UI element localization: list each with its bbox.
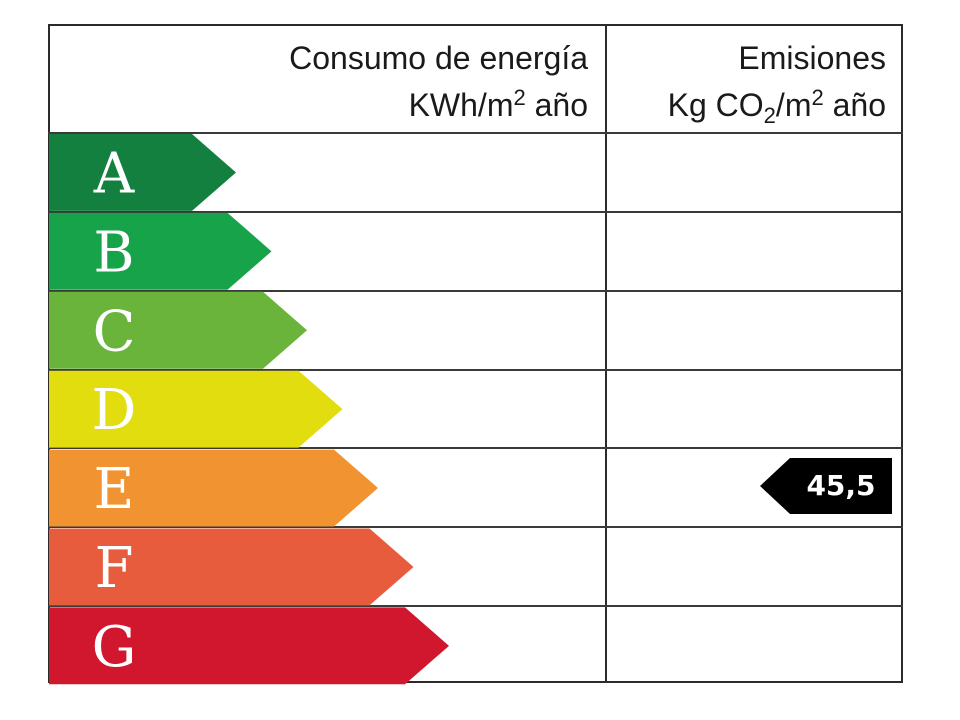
rating-arrow-e	[49, 449, 378, 527]
rating-letter-c: C	[93, 299, 136, 364]
row-divider	[48, 211, 903, 213]
rating-letter-d: D	[92, 378, 137, 443]
row-divider	[48, 447, 903, 449]
emissions-rating-marker: 45,5	[760, 458, 892, 514]
row-divider	[48, 526, 903, 528]
energy-header-unit: KWh/m2 año	[408, 85, 588, 123]
rating-letter-e: E	[94, 457, 135, 522]
emissions-header-unit: Kg CO2/m2 año	[667, 85, 886, 128]
rating-letter-f: F	[95, 536, 134, 601]
rating-letter-g: G	[92, 615, 137, 680]
rating-arrow-b	[49, 212, 272, 290]
emissions-header-title: Emisiones	[738, 40, 886, 76]
column-divider	[605, 24, 607, 683]
row-divider	[48, 132, 903, 134]
rating-arrow-f	[49, 528, 414, 606]
rating-arrow-c	[49, 291, 307, 369]
row-divider	[48, 605, 903, 607]
rating-arrow-a	[49, 134, 236, 211]
rating-letter-b: B	[93, 220, 134, 285]
row-divider	[48, 290, 903, 292]
marker-arrow	[760, 458, 892, 514]
marker-value: 45,5	[806, 469, 876, 502]
rating-arrow-g	[49, 607, 449, 685]
rating-arrow-d	[49, 370, 343, 448]
energy-header-title: Consumo de energía	[289, 40, 588, 76]
energy-column-header: Consumo de energía KWh/m2 año	[289, 38, 588, 125]
emissions-column-header: Emisiones Kg CO2/m2 año	[668, 38, 886, 136]
row-divider	[48, 369, 903, 371]
rating-letter-a: A	[93, 141, 135, 206]
